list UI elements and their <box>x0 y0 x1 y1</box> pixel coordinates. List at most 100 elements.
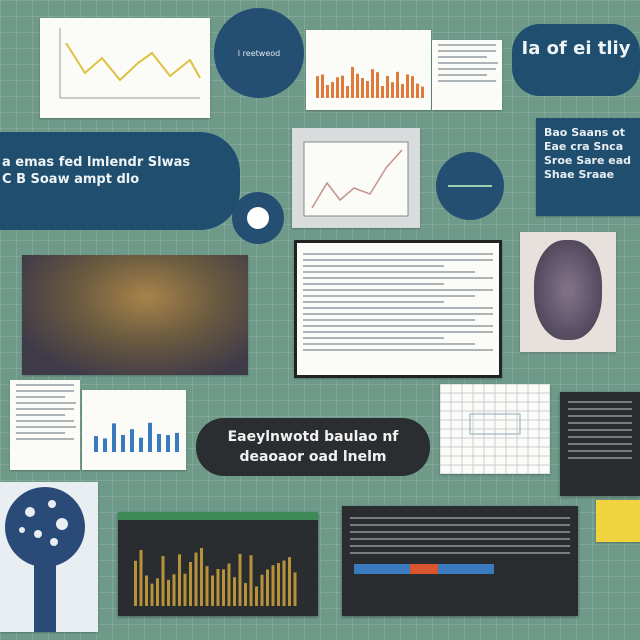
center-circle-label: I reetweod <box>237 48 281 58</box>
bar-mark <box>356 73 359 98</box>
bar-mark <box>194 552 198 606</box>
bar-mark <box>271 565 275 606</box>
bar-mark <box>233 577 236 606</box>
bar-mark <box>421 86 424 98</box>
document-screen <box>294 240 502 378</box>
bar-mark <box>172 574 176 606</box>
dark-panel-right <box>560 392 640 496</box>
right-text-box: Bao Saans ot Eae cra Snca Sroe Sare ead … <box>536 118 640 216</box>
dark-panel-bottom <box>342 506 578 616</box>
bar-mark <box>103 438 107 452</box>
bar-mark <box>321 74 324 98</box>
trend-chart <box>303 141 409 217</box>
bar-mark <box>381 85 384 98</box>
lower-left-text <box>10 380 80 470</box>
center-top-circle: I reetweod <box>214 8 304 98</box>
bar-mark <box>139 437 143 452</box>
blue-bar-chart <box>94 422 179 452</box>
texture-photo <box>22 255 248 375</box>
bar-chart-card <box>306 30 431 110</box>
bar-mark <box>288 557 291 606</box>
document-text-lines <box>297 243 499 351</box>
bar-mark <box>266 569 269 606</box>
notes-card <box>432 40 502 110</box>
bar-mark <box>145 575 148 606</box>
bar-mark <box>336 77 339 98</box>
bar-mark <box>293 572 297 606</box>
dark-bar-chart-panel <box>118 512 318 616</box>
bar-chart <box>316 66 424 98</box>
bar-mark <box>249 555 253 606</box>
bar-mark <box>205 566 209 606</box>
trend-series <box>311 149 403 209</box>
tree-illustration <box>0 482 98 632</box>
yellow-note <box>596 500 640 542</box>
bar-mark <box>178 554 181 606</box>
bar-mark <box>366 81 369 98</box>
bar-mark <box>331 81 334 98</box>
center-dark-heading: Eaeylnwotd baulao nf deaoaor oad lnelm <box>227 429 399 465</box>
right-heading: Bao Saans ot Eae cra Snca Sroe Sare ead … <box>544 126 632 181</box>
bar-mark <box>260 574 264 606</box>
bar-mark <box>130 429 134 452</box>
bar-mark <box>244 583 247 606</box>
bar-mark <box>376 72 379 98</box>
line-chart <box>59 28 201 99</box>
bar-mark <box>371 69 374 98</box>
left-heading: a emas fed lmlendr Slwas C B Soaw ampt d… <box>2 155 191 187</box>
tree-graphic <box>5 487 85 632</box>
bar-mark <box>416 83 419 98</box>
bar-mark <box>161 556 165 606</box>
bar-mark <box>255 586 258 606</box>
center-dark-pill: Eaeylnwotd baulao nf deaoaor oad lnelm <box>196 418 430 476</box>
specimen-photo <box>520 232 616 352</box>
dark-bar-chart <box>118 512 318 606</box>
progress-strip <box>354 564 494 574</box>
bar-mark <box>346 85 349 98</box>
bar-mark <box>216 568 220 606</box>
trend-chart-card <box>292 128 420 228</box>
donut-circle <box>232 192 284 244</box>
teal-circle-line <box>448 185 492 187</box>
bar-mark <box>411 76 414 98</box>
bar-mark <box>351 66 354 98</box>
bar-mark <box>227 563 231 606</box>
teal-circle <box>436 152 504 220</box>
bar-mark <box>277 563 280 606</box>
bar-mark <box>139 550 143 606</box>
bar-mark <box>157 433 161 452</box>
bar-mark <box>150 583 154 606</box>
line-series <box>65 42 201 82</box>
bar-mark <box>386 75 389 98</box>
bar-mark <box>148 422 152 452</box>
bar-mark <box>391 82 394 98</box>
bar-mark <box>94 436 98 452</box>
bar-mark <box>316 76 319 98</box>
bar-mark <box>326 85 329 98</box>
bar-mark <box>361 78 364 98</box>
top-right-heading: Ia of ei tliy <box>521 38 631 59</box>
line-chart-card <box>40 18 210 118</box>
blue-bar-chart-card <box>82 390 186 470</box>
bar-mark <box>238 553 242 606</box>
top-right-pill: Ia of ei tliy <box>512 24 640 96</box>
left-banner: a emas fed lmlendr Slwas C B Soaw ampt d… <box>0 132 240 230</box>
bar-mark <box>156 578 159 606</box>
bar-mark <box>406 74 409 98</box>
bar-mark <box>121 434 125 452</box>
grid-chart-card <box>440 384 550 474</box>
bar-mark <box>134 560 137 606</box>
donut-hole <box>247 207 269 229</box>
bar-mark <box>175 432 179 452</box>
bar-mark <box>222 569 225 606</box>
bar-mark <box>167 579 170 606</box>
bar-mark <box>396 71 399 98</box>
bar-mark <box>282 560 286 606</box>
bar-mark <box>200 547 203 606</box>
specimen-shape <box>534 240 602 340</box>
bar-mark <box>189 562 192 606</box>
bar-mark <box>166 435 170 452</box>
bar-mark <box>401 84 404 98</box>
bar-mark <box>112 423 116 452</box>
bar-mark <box>341 75 344 98</box>
